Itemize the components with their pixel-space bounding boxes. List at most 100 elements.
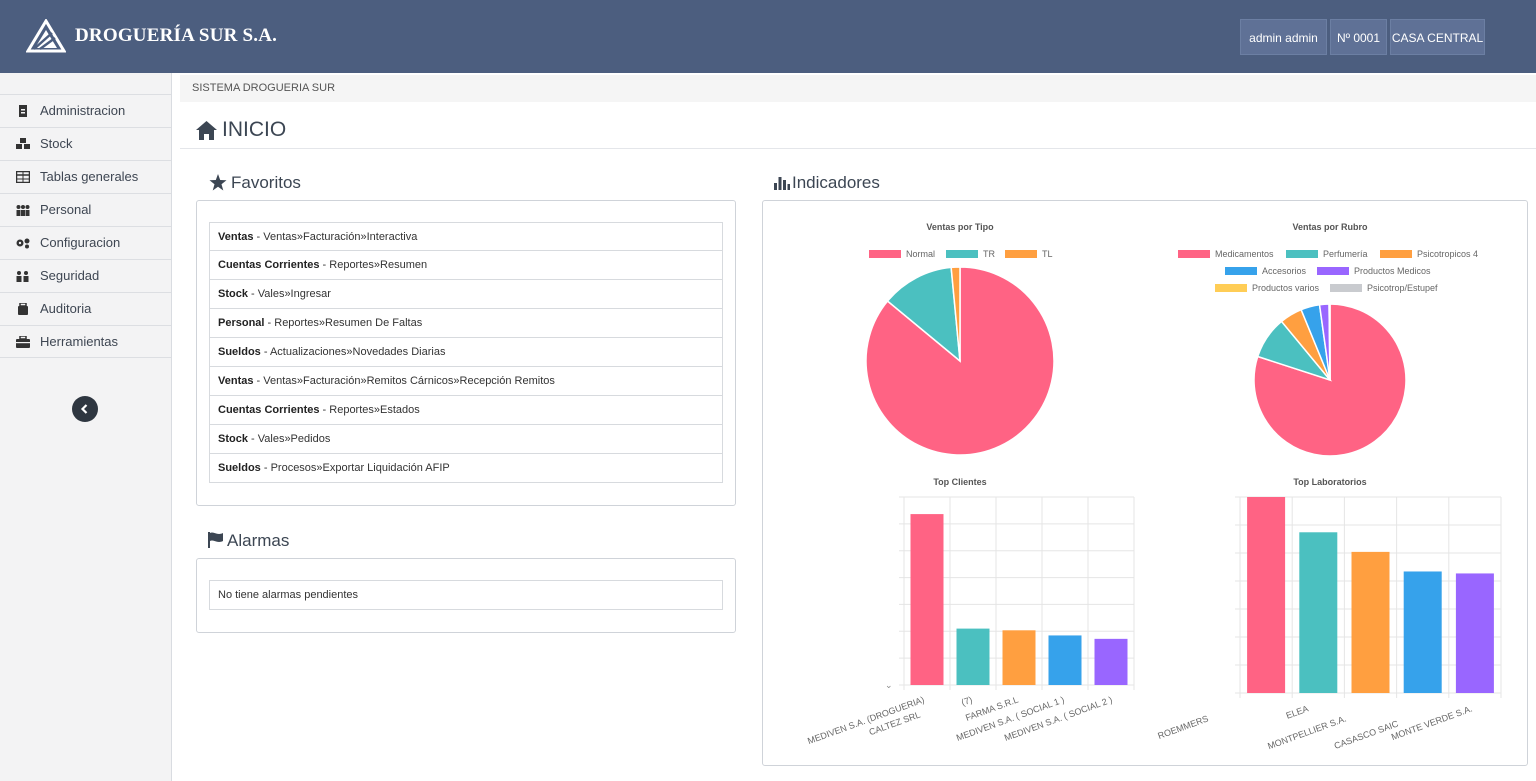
indicadores-charts: Ventas por Tipo Normal TR TL Ventas por Rubr… [806,222,1502,751]
favorite-path: - Vales»Pedidos [247,433,331,445]
sidebar-item-label: Herramientas [40,334,119,349]
breadcrumb: SISTEMA DROGUERIA SUR [180,75,1536,102]
pie-slice [865,266,1055,456]
sidebar-item-administracion[interactable]: Administracion [0,94,171,127]
favorite-path: - Ventas»Facturación»Interactiva [253,231,418,243]
sidebar-item-herramientas[interactable]: Herramientas [0,325,171,358]
favorite-item[interactable]: Stock - Vales»Pedidos [209,425,723,454]
cubes-icon [16,138,30,149]
favorite-item[interactable]: Stock - Vales»Ingresar [209,280,723,309]
sidebar-item-stock[interactable]: Stock [0,127,171,160]
favorite-item[interactable]: Cuentas Corrientes - Reportes»Estados [209,396,723,425]
favorite-path: - Procesos»Exportar Liquidación AFIP [260,462,450,474]
gears-icon [16,238,30,249]
legend-swatch [1317,267,1349,275]
bar [1403,571,1442,693]
favorite-item[interactable]: Sueldos - Procesos»Exportar Liquidación … [209,454,723,483]
tick-label: (7) [960,694,974,707]
bar [1048,635,1082,685]
sidebar-item-label: Seguridad [40,268,100,283]
legend-swatch [869,250,901,258]
sidebar-item-configuracion[interactable]: Configuracion [0,226,171,259]
sidebar-item-label: Administracion [40,103,126,118]
brand-name: DROGUERÍA SUR S.A. [75,25,278,46]
sidebar-item-label: Stock [40,136,73,151]
legend-swatch [1330,284,1362,292]
tick-label: ⌄ [885,680,893,690]
star-icon [209,174,227,191]
favorite-item[interactable]: Ventas - Ventas»Facturación»Remitos Cárn… [209,367,723,396]
legend-label: Medicamentos [1215,249,1274,259]
top-header: DROGUERÍA SUR S.A. admin admin Nº 0001 C… [0,0,1536,73]
collapse-sidebar-button[interactable] [72,396,98,422]
favorite-item[interactable]: Cuentas Corrientes - Reportes»Resumen [209,251,723,280]
legend-swatch [1005,250,1037,258]
legend-swatch [1178,250,1210,258]
briefcase-icon [18,303,28,315]
branch-button[interactable]: CASA CENTRAL [1390,19,1485,55]
favorite-path: - Vales»Ingresar [247,288,331,300]
favorite-module: Stock [218,433,248,445]
favorite-path: - Reportes»Estados [319,404,420,416]
alarmas-title: Alarmas [227,531,290,550]
legend-label: Psicotrop/Estupef [1367,283,1438,293]
legend-label: Productos varios [1252,283,1320,293]
favoritos-panel [196,200,736,506]
favorite-item[interactable]: Sueldos - Actualizaciones»Novedades Diar… [209,338,723,367]
sidebar-item-personal[interactable]: Personal [0,193,171,226]
indicadores-title: Indicadores [792,173,880,192]
title-divider [180,148,1536,149]
legend-label: Normal [906,249,935,259]
favorite-module: Ventas [218,375,254,387]
favorite-module: Ventas [218,231,254,243]
bar [1247,497,1286,693]
sidebar: Administracion Stock Tablas generales Pe… [0,73,172,781]
table-icon [16,171,30,183]
legend-label: Psicotropicos 4 [1417,249,1478,259]
number-button[interactable]: Nº 0001 [1330,19,1387,55]
favorite-module: Personal [218,317,265,329]
legend-label: Accesorios [1262,266,1307,276]
chevron-left-icon [80,404,88,414]
legend-swatch [1380,250,1412,258]
legend-label: TR [983,249,995,259]
legend-swatch [946,250,978,258]
bar-chart-icon [774,177,790,190]
pie-slice [886,266,961,363]
flag-icon [208,532,223,548]
home-icon [196,121,217,140]
sidebar-item-label: Tablas generales [40,169,139,184]
sidebar-item-auditoria[interactable]: Auditoria [0,292,171,325]
tick-label: ELEA [1285,703,1310,720]
logo-icon [26,19,66,53]
legend-swatch [1225,267,1257,275]
sidebar-item-tablas-generales[interactable]: Tablas generales [0,160,171,193]
users-icon [16,205,30,216]
chart-title: Top Laboratorios [1293,477,1366,487]
tick-label: ROEMMERS [1156,713,1209,741]
legend-swatch [1215,284,1247,292]
user-button[interactable]: admin admin [1240,19,1327,55]
favorite-path: - Reportes»Resumen [319,259,428,271]
bar [1002,630,1036,685]
favoritos-list: Ventas - Ventas»Facturación»Interactiva … [209,222,723,483]
favorite-item[interactable]: Personal - Reportes»Resumen De Faltas [209,309,723,338]
bar [1455,573,1494,693]
alarmas-panel [196,558,736,633]
favorite-path: - Ventas»Facturación»Remitos Cárnicos»Re… [253,375,555,387]
legend-label: Perfumería [1323,249,1368,259]
chart-title: Ventas por Tipo [926,222,994,232]
favorite-module: Cuentas Corrientes [218,404,320,416]
chart-title: Top Clientes [933,477,986,487]
sidebar-item-seguridad[interactable]: Seguridad [0,259,171,292]
favorite-module: Sueldos [218,462,261,474]
bar [1094,638,1128,685]
bar [1299,532,1338,693]
pie-slice [950,266,961,362]
bar [1351,551,1390,693]
legend-swatch [1286,250,1318,258]
favorite-item[interactable]: Ventas - Ventas»Facturación»Interactiva [209,222,723,251]
legend-label: Productos Medicos [1354,266,1431,276]
favorite-module: Sueldos [218,346,261,358]
favoritos-title: Favoritos [231,173,301,192]
